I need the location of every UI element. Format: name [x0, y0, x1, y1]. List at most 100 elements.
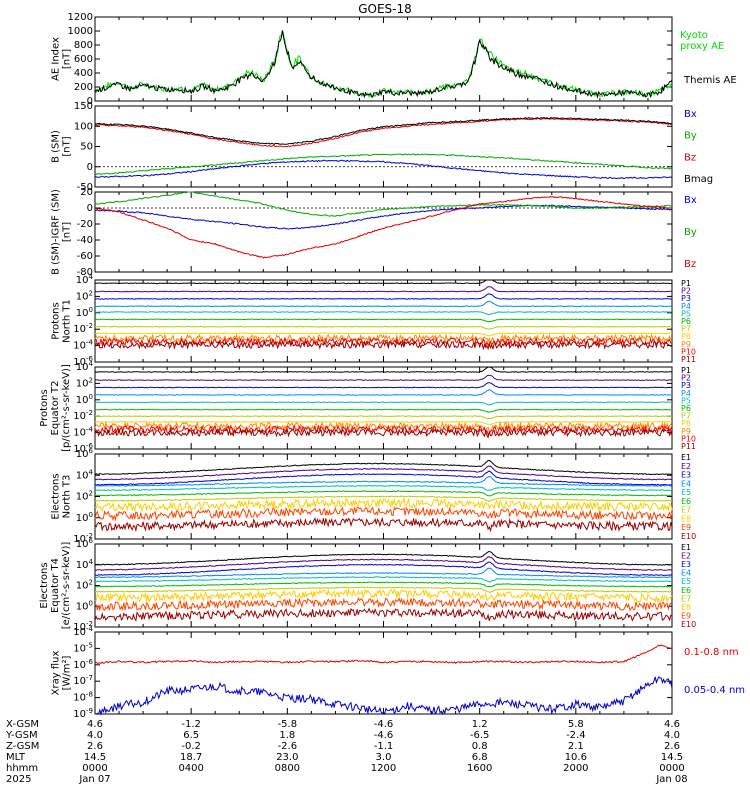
ephemeris-value: -1.2 [181, 719, 201, 730]
ephemeris-value: 1600 [467, 763, 492, 774]
series-line-e5 [95, 576, 673, 583]
ephemeris-value: -4.6 [374, 730, 394, 741]
ephemeris-row-label: MLT [6, 752, 26, 763]
plot-title: GOES-18 [358, 2, 412, 16]
legend-label: 0.1-0.8 nm [684, 647, 739, 658]
series-line-p8 [95, 332, 673, 337]
ephemeris-value: 0.8 [472, 741, 488, 752]
series-line-p9 [94, 333, 673, 346]
y-tick-label: 200 [74, 82, 93, 93]
ephemeris-value: 14.5 [84, 752, 106, 763]
y-tick-label: 0 [87, 96, 93, 107]
y-tick-label: 10-4 [73, 625, 93, 638]
legend-label: E4 [681, 479, 691, 488]
series-line-bz [94, 117, 672, 148]
ylabel: North T3 [62, 475, 73, 519]
legend-label: E1 [681, 453, 691, 462]
series-line-e1 [94, 459, 673, 476]
series-line-bmag [94, 117, 673, 146]
ephemeris-value: 6.5 [183, 730, 199, 741]
ephemeris-value: 10.6 [565, 752, 587, 763]
legend-label: P10 [681, 347, 696, 356]
ephemeris-value: 1.8 [279, 730, 295, 741]
series-line-long [94, 644, 673, 664]
ephemeris-value: 2.1 [568, 741, 584, 752]
series-line-short [95, 676, 673, 716]
y-tick-label: -20 [77, 219, 93, 230]
ephemeris-value: 0800 [275, 763, 300, 774]
y-tick-label: 100 [76, 306, 93, 319]
ephemeris-value: 2.6 [87, 741, 103, 752]
y-tick-label: 10-5 [73, 641, 93, 654]
panel-frame [94, 191, 673, 273]
series-line-p8 [94, 421, 673, 425]
ephemeris-value: -2.6 [278, 741, 298, 752]
y-tick-label: 100 [76, 599, 93, 612]
y-tick-label: 400 [74, 68, 93, 79]
ylabel: Protons [51, 302, 62, 339]
ephemeris-value: 23.0 [276, 752, 298, 763]
ephemeris-row-label: 2025 [6, 774, 31, 785]
ephemeris-value: 4.0 [87, 730, 103, 741]
series-line-e5 [94, 484, 673, 492]
ephemeris-value: -0.2 [181, 741, 201, 752]
legend-label: E8 [681, 514, 691, 523]
ephemeris-row-label: X-GSM [6, 719, 39, 730]
legend-label: P11 [681, 442, 696, 451]
series-line-e6 [94, 581, 672, 588]
legend-label: E6 [681, 586, 691, 595]
legend-label: E9 [681, 611, 691, 620]
series-line-e3 [94, 470, 673, 486]
ylabel: [W/m²] [62, 655, 73, 690]
ephemeris-value: 6.8 [472, 752, 488, 763]
ephemeris-value: 4.6 [664, 719, 680, 730]
y-tick-label: 104 [76, 558, 94, 571]
series-line-p2 [94, 286, 673, 293]
y-tick-label: 150 [74, 101, 93, 112]
y-tick-label: 100 [76, 393, 93, 406]
series-line-p11 [94, 427, 673, 439]
ephemeris-value: -6.5 [470, 730, 490, 741]
y-tick-label: 10-2 [73, 409, 93, 422]
legend-label: E7 [681, 506, 691, 515]
ephemeris-value: 3.0 [376, 752, 392, 763]
ylabel: [p/(cm²-s-sr-keV)] [61, 364, 72, 452]
series-line-kyoto-proxy-ae [94, 30, 673, 99]
ylabel: Equator T4 [50, 558, 61, 613]
series-line-p6 [94, 318, 673, 323]
series-line-p1 [94, 279, 673, 285]
series-line-p11 [94, 339, 673, 351]
y-tick-label: 10-4 [73, 426, 93, 439]
legend-label: P8 [681, 332, 691, 341]
series-line-e1 [94, 550, 673, 566]
series-line-e2 [94, 465, 673, 481]
ephemeris-value: Jan 08 [655, 774, 687, 785]
legend-label: P5 [681, 396, 691, 405]
y-tick-label: 600 [74, 54, 93, 65]
y-tick-label: 1000 [68, 26, 93, 37]
legend-label: P9 [681, 427, 691, 436]
series-line-e4 [94, 567, 673, 579]
ephemeris-value: 0000 [659, 763, 684, 774]
legend-label: P1 [681, 366, 691, 375]
ephemeris-value: 0000 [82, 763, 107, 774]
legend-label: P4 [681, 302, 691, 311]
series-line-e10 [94, 516, 673, 533]
ylabel: Electrons [39, 562, 50, 608]
legend-label: 0.05-0.4 nm [684, 685, 745, 696]
series-line-e4 [95, 476, 673, 487]
ylabel: B (SM)-IGRF (SM) [51, 189, 62, 275]
y-tick-label: 100 [76, 511, 93, 524]
ylabel: Xray flux [51, 651, 62, 696]
legend-label: E3 [681, 471, 691, 480]
y-tick-label: 0 [87, 203, 93, 214]
ephemeris-value: -4.6 [374, 719, 394, 730]
y-tick-label: 10-8 [73, 691, 93, 704]
ephemeris-value: -2.4 [566, 730, 586, 741]
legend-label: E6 [681, 497, 691, 506]
legend-label: P6 [681, 404, 691, 413]
legend-label: P7 [681, 325, 691, 334]
y-tick-label: 10-4 [73, 339, 93, 352]
series-line-e8 [94, 497, 673, 513]
legend-label: E7 [681, 594, 691, 603]
